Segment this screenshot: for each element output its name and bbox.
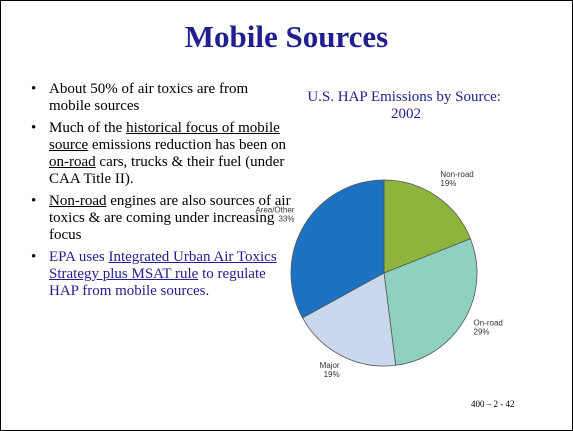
slice-label: Area/Other — [255, 205, 294, 214]
bullet-text: to regulate HAP from mobile sources. — [49, 266, 266, 299]
slice-value-label: 29% — [474, 328, 490, 337]
slice-value-label: 19% — [324, 370, 340, 379]
bullet-list: About 50% of air toxics are from mobile … — [31, 81, 293, 305]
bullet-text: EPA uses — [49, 249, 109, 265]
footer: 400 – 2 - 42 — [471, 399, 515, 409]
pie-slice — [290, 179, 385, 319]
pie-slice — [383, 179, 471, 274]
bullet: Non-road engines are also sources of air… — [31, 193, 293, 244]
bullet-text: emissions reduction has been on — [88, 137, 287, 153]
slice-label: On-road — [474, 319, 503, 328]
bullet-text: Integrated Urban Air Toxics Strategy plu… — [49, 249, 277, 282]
pie-slice — [301, 272, 397, 367]
bullet-text: cars, trucks & their fuel (under CAA Tit… — [49, 154, 285, 187]
bullet-text: About 50% of air toxics are from mobile … — [49, 81, 249, 114]
bullet: Much of the historical focus of mobile s… — [31, 120, 293, 188]
bullet-text: Much of the — [49, 120, 127, 136]
slice-label: Major — [320, 361, 340, 370]
slide-title: Mobile Sources — [184, 19, 389, 54]
bullet: EPA uses Integrated Urban Air Toxics Str… — [31, 249, 293, 300]
pie-slice — [383, 238, 478, 366]
bullet-text: historical focus of mobile source — [49, 120, 280, 153]
chart-title: U.S. HAP Emissions by Source: 2002 — [307, 89, 504, 122]
bullet: About 50% of air toxics are from mobile … — [31, 81, 293, 115]
bullet-text: engines are also sources of air toxics &… — [49, 193, 291, 243]
slice-label: Non-road — [440, 170, 473, 179]
bullet-text: Non-road — [49, 193, 107, 209]
bullet-text: on-road — [49, 154, 96, 170]
slice-value-label: 19% — [440, 179, 456, 188]
slice-value-label: 33% — [278, 214, 294, 223]
